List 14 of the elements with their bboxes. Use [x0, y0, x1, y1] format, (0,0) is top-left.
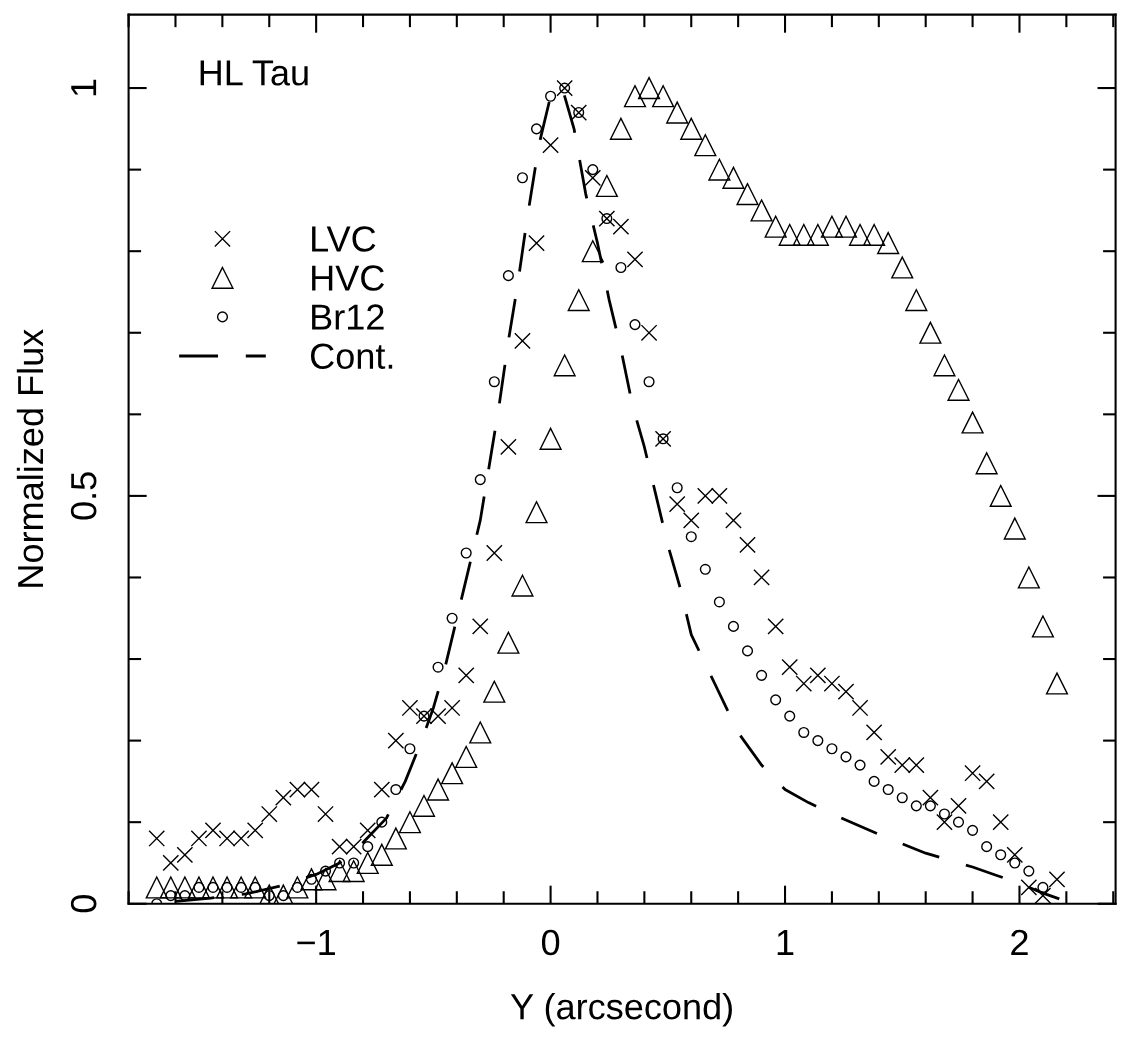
y-tick-label: 1 [71, 79, 97, 96]
x-tick-label: 1 [777, 930, 794, 955]
legend-label: Cont. [310, 343, 393, 369]
y-axis-title: Normalized Flux [16, 329, 44, 587]
y-tick-label: 0 [70, 895, 97, 913]
x-tick-label: −1 [297, 930, 335, 955]
annotation: HL Tau [200, 60, 308, 86]
x-tick-label: 2 [1011, 929, 1028, 955]
y-tick-label: 0.5 [70, 472, 97, 520]
x-tick-label: 0 [541, 929, 560, 956]
legend-label: LVC [312, 226, 376, 252]
legend-label: Br12 [312, 304, 384, 330]
x-axis-title: Y (arcsecond) [510, 992, 732, 1027]
legend-label: HVC [312, 265, 385, 291]
